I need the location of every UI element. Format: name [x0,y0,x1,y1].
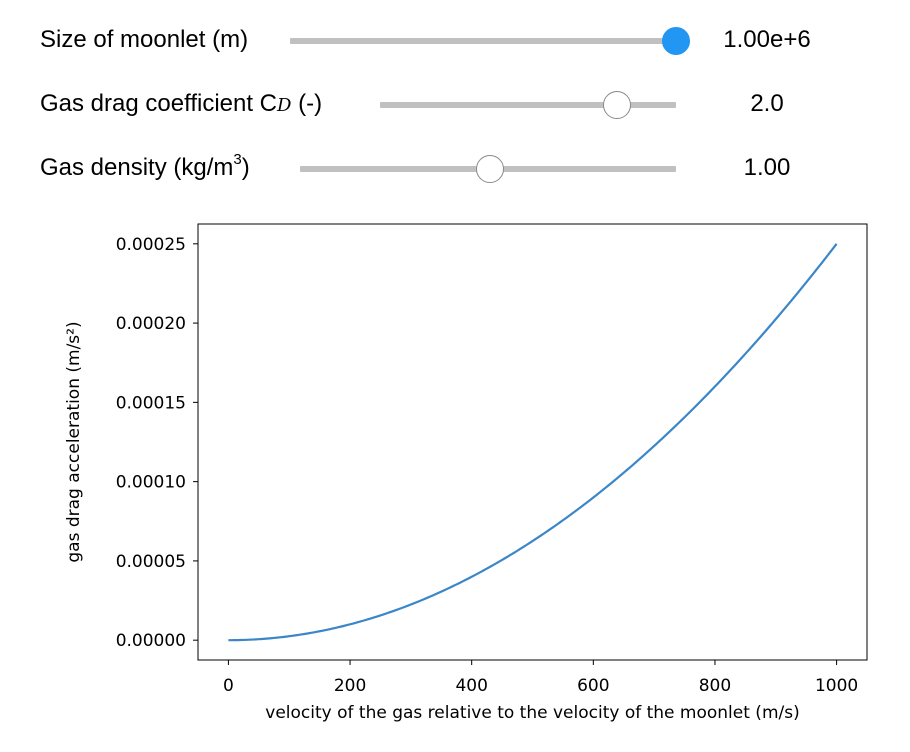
y-tick-label: 0.00020 [116,314,186,334]
drag-coefficient-label: Gas drag coefficient CD (-) [40,92,322,118]
y-axis-label: gas drag acceleration (m/s²) [64,321,84,562]
y-tick-label: 0.00000 [116,631,186,651]
axes-frame [197,223,868,661]
slider-row-drag-coefficient: Gas drag coefficient CD (-) 2.0 [0,84,910,124]
y-tick-label: 0.00005 [116,552,186,572]
drag-coefficient-label-unit: (-) [291,90,323,117]
moonlet-size-value[interactable]: 1.00e+6 [723,26,811,53]
moonlet-size-slider-handle[interactable] [662,27,690,55]
drag-coefficient-label-subscript: D [277,95,292,116]
y-tick-label: 0.00010 [116,473,186,493]
x-tick-label: 600 [577,676,609,696]
gas-drag-chart: 0 200 400 600 800 1000 0.000000.000050.000100… [64,223,868,723]
x-tick-label: 200 [334,676,366,696]
gas-density-label-text: Gas density (kg/m [40,154,234,181]
gas-density-label: Gas density (kg/m3) [40,152,250,181]
gas-density-slider-track[interactable] [300,155,676,183]
moonlet-size-label: Size of moonlet (m) [40,26,249,53]
x-tick-label: 1000 [815,676,858,696]
gas-density-label-close: ) [241,154,250,181]
slider-row-moonlet-size: Size of moonlet (m) 1.00e+6 [0,20,910,60]
y-tick-label: 0.00015 [116,393,186,413]
x-tick-label: 800 [699,676,731,696]
x-tick-label: 0 [223,676,234,696]
gas-density-label-superscript: 3 [233,151,242,168]
x-axis: 0 200 400 600 800 1000 [223,660,858,696]
gas-density-slider-handle[interactable] [475,155,504,183]
drag-coefficient-value[interactable]: 2.0 [750,90,784,117]
drag-coefficient-label-text: Gas drag coefficient C [40,90,278,117]
x-axis-label: velocity of the gas relative to the velo… [265,703,799,723]
drag-coefficient-slider-track[interactable] [380,91,676,119]
moonlet-size-slider-track[interactable] [290,27,690,55]
series-line [228,243,838,642]
gas-density-value[interactable]: 1.00 [743,154,791,181]
x-tick-label: 400 [455,676,487,696]
y-axis: 0.00000 0.00005 0.00010 0.00015 0.00020 0.000… [116,235,198,651]
slider-row-gas-density: Gas density (kg/m3) 1.00 [0,148,910,188]
drag-coefficient-slider-handle[interactable] [602,91,631,119]
y-tick-label: 0.00025 [116,235,186,255]
